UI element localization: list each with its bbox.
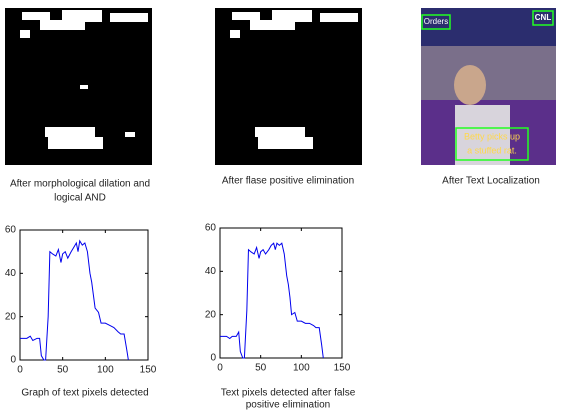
- localization-image: Orders CNL Betty picks up a stuffed rat.: [421, 8, 556, 165]
- dilation-image: [5, 8, 152, 165]
- x-tick-label: 150: [334, 363, 351, 374]
- y-tick-label: 0: [10, 355, 16, 366]
- overlay-text: a stuffed rat.: [467, 145, 517, 155]
- caption: After morphological dilation and: [10, 179, 150, 190]
- y-tick-label: 20: [5, 311, 17, 322]
- axes-box: [220, 228, 342, 358]
- x-tick-label: 100: [97, 365, 114, 376]
- overlay-text: Betty picks up: [464, 131, 520, 141]
- overlay-text: Orders: [424, 17, 448, 26]
- overlay-text: CNL: [535, 13, 552, 22]
- caption: Text pixels detected after false: [221, 388, 356, 399]
- axes-box: [20, 230, 148, 360]
- y-tick-label: 60: [205, 223, 217, 234]
- y-tick-label: 40: [5, 268, 17, 279]
- y-tick-label: 40: [205, 266, 217, 277]
- caption: After Text Localization: [442, 176, 540, 187]
- caption: logical AND: [54, 193, 106, 204]
- x-tick-label: 0: [217, 363, 223, 374]
- figure: Orders CNL Betty picks up a stuffed rat.…: [0, 0, 561, 411]
- caption: Graph of text pixels detected: [21, 388, 148, 399]
- x-tick-label: 50: [255, 363, 267, 374]
- elimination-image: [215, 8, 362, 165]
- caption: positive elimination: [246, 400, 331, 411]
- y-tick-label: 0: [210, 353, 216, 364]
- y-tick-label: 60: [5, 225, 17, 236]
- caption: After flase positive elimination: [222, 176, 354, 187]
- y-tick-label: 20: [205, 309, 217, 320]
- x-tick-label: 150: [140, 365, 157, 376]
- x-tick-label: 50: [57, 365, 69, 376]
- x-tick-label: 0: [17, 365, 23, 376]
- x-tick-label: 100: [293, 363, 310, 374]
